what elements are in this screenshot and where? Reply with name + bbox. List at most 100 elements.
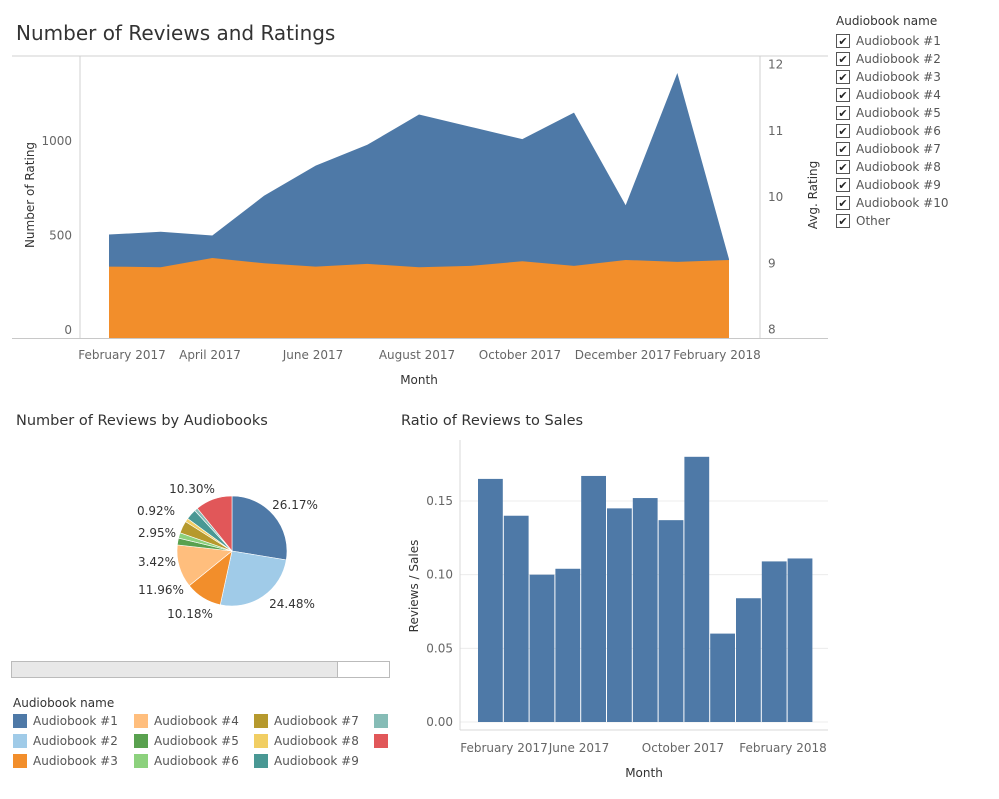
bar [632, 498, 658, 722]
pie-slice-label: 24.48% [269, 597, 315, 611]
left-y-tick-label: 500 [49, 229, 72, 243]
bar [684, 456, 710, 722]
top-x-tick-label: April 2017 [179, 348, 241, 362]
bar [555, 568, 581, 722]
bar [478, 478, 503, 722]
legend-swatch [254, 754, 268, 768]
filter-item-label: Audiobook #2 [856, 52, 941, 66]
bar [607, 508, 632, 722]
filter-item[interactable]: ✔ Audiobook #4 [836, 86, 941, 104]
checkbox-icon[interactable]: ✔ [836, 88, 850, 102]
legend-swatch [374, 714, 388, 728]
bar-y-tick-label: 0.10 [426, 568, 453, 582]
filter-item[interactable]: ✔ Audiobook #9 [836, 176, 941, 194]
bar [658, 520, 684, 722]
legend-item[interactable]: Audiobook #5 [134, 732, 239, 750]
filter-item[interactable]: ✔ Audiobook #2 [836, 50, 941, 68]
legend-item[interactable]: Audiobook #7 [254, 712, 359, 730]
checkbox-icon[interactable]: ✔ [836, 142, 850, 156]
legend-swatch [134, 734, 148, 748]
filter-item[interactable]: ✔ Audiobook #8 [836, 158, 941, 176]
bar [529, 574, 555, 722]
checkbox-icon[interactable]: ✔ [836, 178, 850, 192]
pie-slice [219, 550, 287, 607]
filter-item[interactable]: ✔ Audiobook #1 [836, 32, 941, 50]
filter-item[interactable]: ✔ Audiobook #3 [836, 68, 941, 86]
filter-item-label: Audiobook #1 [856, 34, 941, 48]
pie-slice-label: 2.95% [138, 526, 176, 540]
filter-item-label: Audiobook #3 [856, 70, 941, 84]
bar-chart[interactable]: 0.00 0.05 0.10 0.15 February 2017 June 2017 Oc… [390, 430, 840, 790]
scrollbar-thumb[interactable] [12, 662, 338, 677]
right-y-tick-label: 12 [768, 58, 783, 72]
audiobook-filter: Audiobook name ✔ Audiobook #1 ✔ Audiobook #… [836, 14, 986, 244]
checkbox-icon[interactable]: ✔ [836, 52, 850, 66]
top-x-tick-label: August 2017 [379, 348, 455, 362]
pie-slice-label: 11.96% [138, 583, 184, 597]
filter-item[interactable]: ✔ Audiobook #10 [836, 194, 949, 212]
legend-item[interactable]: Audiobook #1 [13, 712, 118, 730]
legend-swatch [134, 714, 148, 728]
filter-item[interactable]: ✔ Audiobook #6 [836, 122, 941, 140]
pie-slice-label: 10.30% [169, 482, 215, 496]
bar-chart-title: Ratio of Reviews to Sales [401, 413, 584, 429]
filter-item-label: Other [856, 214, 891, 228]
filter-item-label: Audiobook #5 [856, 106, 941, 120]
top-x-tick-label: February 2017 [78, 348, 166, 362]
pie-slice-label: 10.18% [167, 607, 213, 621]
right-y-tick-label: 10 [768, 190, 783, 204]
legend-item[interactable]: Audiobook #8 [254, 732, 359, 750]
top-x-tick-label: June 2017 [282, 348, 344, 362]
right-y-tick-label: 9 [768, 256, 776, 270]
bar [710, 633, 735, 722]
legend-item[interactable]: Audiobook #2 [13, 732, 118, 750]
legend-item[interactable] [374, 732, 394, 750]
legend-label: Audiobook #1 [33, 714, 118, 728]
legend-item[interactable]: Audiobook #4 [134, 712, 239, 730]
checkbox-icon[interactable]: ✔ [836, 124, 850, 138]
legend-scrollbar[interactable] [11, 661, 390, 678]
legend-item[interactable] [374, 712, 394, 730]
left-y-tick-label: 0 [64, 323, 72, 337]
bar-y-tick-label: 0.00 [426, 715, 453, 729]
checkbox-icon[interactable]: ✔ [836, 214, 850, 228]
filter-item[interactable]: ✔ Other [836, 212, 890, 230]
bar-x-tick-label: June 2017 [548, 741, 610, 755]
checkbox-icon[interactable]: ✔ [836, 34, 850, 48]
pie-chart[interactable]: 26.17% 24.48% 10.18% 11.96% 3.42% 2.95% 0.92% 1… [0, 430, 390, 650]
legend-swatch [254, 714, 268, 728]
legend-item[interactable]: Audiobook #3 [13, 752, 118, 770]
checkbox-icon[interactable]: ✔ [836, 160, 850, 174]
filter-item-label: Audiobook #4 [856, 88, 941, 102]
legend-swatch [374, 734, 388, 748]
legend-item[interactable]: Audiobook #9 [254, 752, 359, 770]
legend-swatch [13, 734, 27, 748]
legend-label: Audiobook #9 [274, 754, 359, 768]
legend-swatch [134, 754, 148, 768]
bar-y-tick-label: 0.05 [426, 641, 453, 655]
checkbox-icon[interactable]: ✔ [836, 106, 850, 120]
filter-item-label: Audiobook #10 [856, 196, 949, 210]
legend-items: Audiobook #1 Audiobook #2 Audiobook #3 Audi… [13, 712, 398, 782]
filter-item[interactable]: ✔ Audiobook #7 [836, 140, 941, 158]
bar [503, 515, 529, 722]
bar-y-tick-label: 0.15 [426, 494, 453, 508]
pie-chart-title: Number of Reviews by Audiobooks [16, 413, 268, 429]
checkbox-icon[interactable]: ✔ [836, 70, 850, 84]
pie-slice [196, 495, 233, 552]
bar-x-tick-label: February 2018 [739, 741, 827, 755]
filter-item[interactable]: ✔ Audiobook #5 [836, 104, 941, 122]
pie-slice [231, 495, 288, 561]
top-chart-title: Number of Reviews and Ratings [16, 21, 336, 45]
legend-item[interactable]: Audiobook #6 [134, 752, 239, 770]
pie-slice-label: 3.42% [138, 555, 176, 569]
filter-list: ✔ Audiobook #1 ✔ Audiobook #2 ✔ Audiobook #3 ✔… [836, 32, 986, 242]
top-area-chart[interactable]: 0 500 1000 8 9 10 11 12 February 2017 April 2017 J… [0, 0, 999, 400]
bar-x-tick-label: October 2017 [642, 741, 724, 755]
checkbox-icon[interactable]: ✔ [836, 196, 850, 210]
top-x-tick-label: December 2017 [575, 348, 672, 362]
legend-swatch [254, 734, 268, 748]
legend-swatch [13, 754, 27, 768]
filter-title: Audiobook name [836, 14, 938, 28]
bar [581, 475, 606, 722]
